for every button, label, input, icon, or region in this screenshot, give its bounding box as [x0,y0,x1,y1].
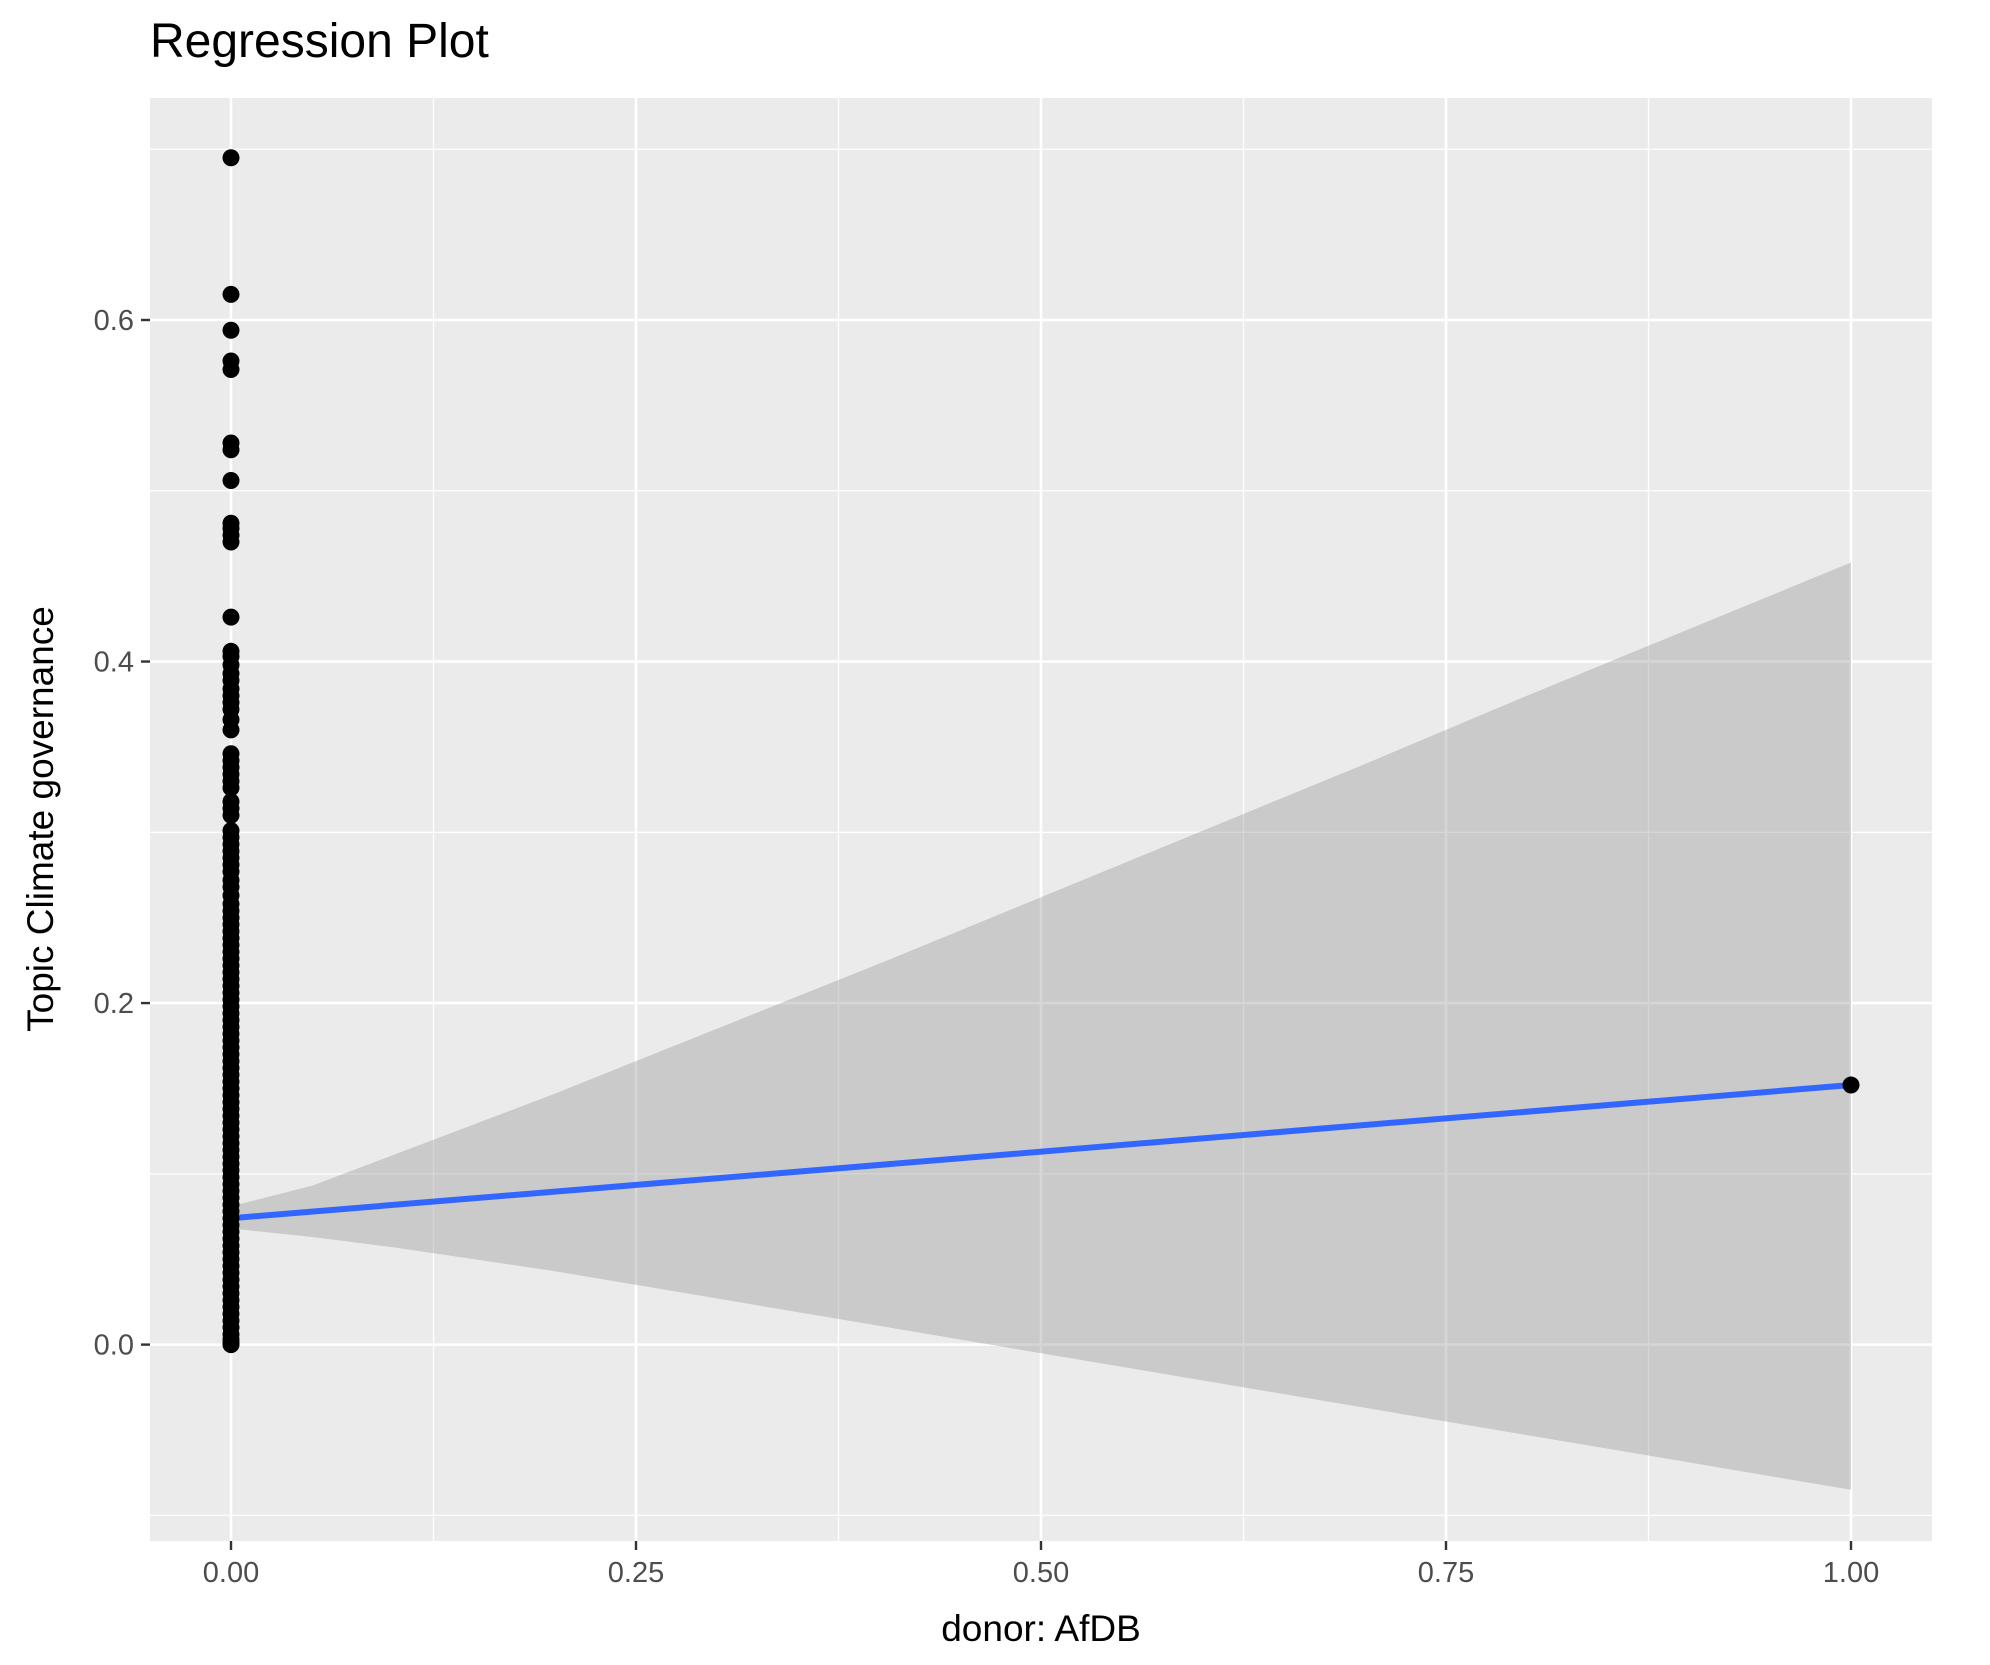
data-point [222,721,240,739]
regression-line-layer [230,1082,1852,1222]
y-tick-label: 0.6 [94,305,134,337]
y-tick-label: 0.2 [94,988,134,1020]
chart-title: Regression Plot [150,15,489,68]
y-axis: 0.0 0.2 0.4 0.6 [94,305,150,1362]
data-point [222,321,240,339]
data-point [222,1336,240,1354]
y-tick-label: 0.0 [94,1330,134,1362]
x-tick-label: 0.75 [1418,1557,1474,1589]
x-tick-label: 0.00 [203,1557,259,1589]
x-tick-label: 1.00 [1823,1557,1879,1589]
data-point [222,441,240,459]
data-point [1842,1076,1860,1094]
x-tick-label: 0.50 [1013,1557,1069,1589]
data-point [222,806,240,824]
data-point [222,149,240,167]
y-axis-title: Topic Climate governance [20,606,61,1032]
regression-line [230,1082,1852,1222]
data-point [222,361,240,379]
x-axis: 0.00 0.25 0.50 0.75 1.00 [203,1541,1879,1589]
confidence-band-layer [231,562,1851,1490]
data-point [222,533,240,551]
y-tick-label: 0.4 [94,647,134,679]
confidence-band [231,562,1851,1490]
data-point [222,285,240,303]
data-point [222,608,240,626]
x-axis-title: donor: AfDB [941,1608,1141,1649]
data-points [222,149,1860,1354]
major-grid [150,98,1932,1541]
data-point [222,472,240,490]
x-tick-label: 0.25 [608,1557,664,1589]
data-point [222,779,240,797]
